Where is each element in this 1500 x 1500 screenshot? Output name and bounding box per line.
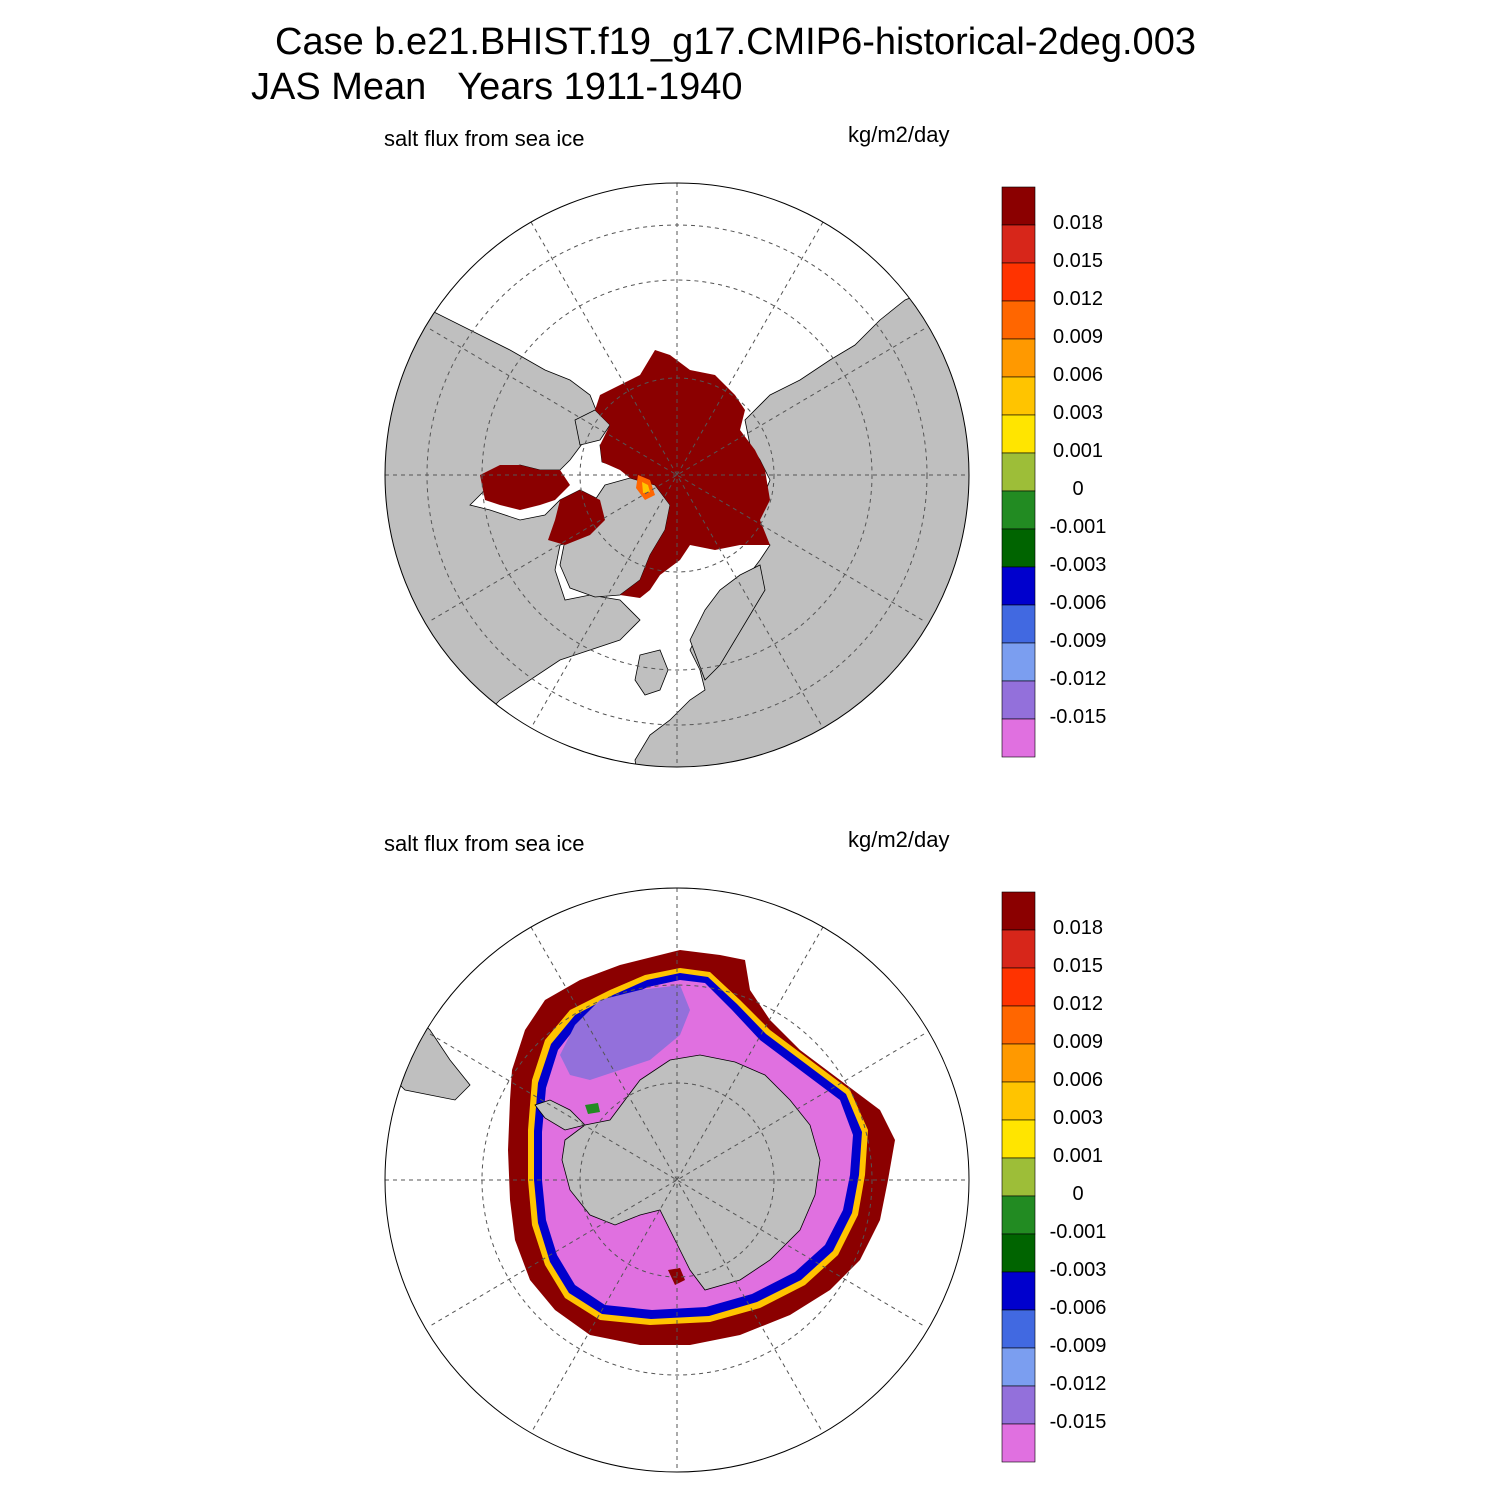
figure-title-case: Case b.e21.BHIST.f19_g17.CMIP6-historica… [275, 21, 1196, 63]
south-colorbar-tick-label: -0.015 [1049, 1411, 1107, 1433]
north-graticule [385, 183, 969, 767]
south-colorbar-tick-label: -0.012 [1049, 1373, 1107, 1395]
south-colorbar-swatch [1001, 1157, 1036, 1197]
south-colorbar-swatch [1001, 1081, 1036, 1121]
south-colorbar-tick-label: 0 [1072, 1183, 1084, 1205]
north-map-border [384, 182, 970, 768]
north-colorbar-tick-label: -0.003 [1049, 554, 1107, 576]
north-colorbar-swatch [1001, 300, 1036, 340]
north-panel-label: salt flux from sea ice [384, 126, 585, 151]
north-colorbar-tick-label: -0.015 [1049, 706, 1107, 728]
south-colorbar-swatch [1001, 1347, 1036, 1387]
north-baffin-ice [548, 490, 605, 545]
north-colorbar-tick-label: 0.006 [1052, 364, 1104, 386]
north-colorbar-swatch [1001, 414, 1036, 454]
south-land-antarctic-peninsula [534, 1099, 586, 1131]
north-sea-ice-flux-positive [595, 350, 770, 598]
south-weddell-sea-region [560, 985, 690, 1080]
figure-title-period: JAS Mean Years 1911-1940 [251, 66, 743, 108]
south-colorbar-swatch [1001, 891, 1036, 931]
north-colorbar-tick-label: 0.015 [1052, 250, 1104, 272]
north-colorbar-swatch [1001, 376, 1036, 416]
south-colorbar-swatch [1001, 1423, 1036, 1463]
north-colorbar-swatch [1001, 452, 1036, 492]
north-colorbar-swatch [1001, 642, 1036, 682]
south-colorbar-swatch [1001, 1119, 1036, 1159]
north-colorbar-swatch [1001, 718, 1036, 758]
south-colorbar-tick-label: 0.006 [1052, 1069, 1104, 1091]
south-colorbar-swatch [1001, 1233, 1036, 1273]
north-colorbar-tick-label: 0.009 [1052, 326, 1104, 348]
north-polar-map [384, 182, 970, 768]
south-colorbar-swatch [1001, 1271, 1036, 1311]
north-colorbar-tick-label: -0.009 [1049, 630, 1107, 652]
north-colorbar-swatch [1001, 528, 1036, 568]
north-colorbar-swatch [1001, 186, 1036, 226]
south-graticule [385, 888, 969, 1472]
north-panel-units: kg/m2/day [848, 122, 950, 147]
south-colorbar-swatch [1001, 1385, 1036, 1425]
north-colorbar-tick-label: 0.012 [1052, 288, 1104, 310]
north-colorbar-swatch [1001, 490, 1036, 530]
north-colorbar-swatch [1001, 262, 1036, 302]
north-colorbar-tick-label: -0.006 [1049, 592, 1107, 614]
south-colorbar-swatch [1001, 1309, 1036, 1349]
north-colorbar-swatch [1001, 604, 1036, 644]
north-flux-hotspot-core [642, 482, 650, 493]
south-map-border [384, 887, 970, 1473]
north-colorbar-tick-label: 0.001 [1052, 440, 1104, 462]
north-colorbar-tick-label: -0.001 [1049, 516, 1107, 538]
north-colorbar-tick-label: 0.003 [1052, 402, 1104, 424]
south-colorbar-tick-label: 0.018 [1052, 917, 1104, 939]
north-colorbar-swatch [1001, 224, 1036, 264]
north-hudson-bay-ice [480, 465, 570, 510]
south-colorbar-swatch [1001, 1195, 1036, 1235]
north-land-scandinavia [689, 564, 766, 681]
north-colorbar-swatch [1001, 680, 1036, 720]
south-colorbar-tick-label: 0.001 [1052, 1145, 1104, 1167]
north-colorbar [1001, 186, 1036, 758]
south-colorbar-tick-label: -0.001 [1049, 1221, 1107, 1243]
north-colorbar-tick-label: 0 [1072, 478, 1084, 500]
north-land-british-isles [634, 649, 669, 696]
north-colorbar-swatch [1001, 566, 1036, 606]
south-colorbar-swatch [1001, 929, 1036, 969]
south-colorbar-tick-label: -0.003 [1049, 1259, 1107, 1281]
south-colorbar-tick-label: 0.003 [1052, 1107, 1104, 1129]
north-colorbar-swatch [1001, 338, 1036, 378]
south-colorbar-swatch [1001, 967, 1036, 1007]
south-panel-units: kg/m2/day [848, 827, 950, 852]
north-colorbar-tick-label: 0.018 [1052, 212, 1104, 234]
north-colorbar-tick-label: -0.012 [1049, 668, 1107, 690]
south-panel-label: salt flux from sea ice [384, 831, 585, 856]
south-colorbar-swatch [1001, 1005, 1036, 1045]
south-polar-map [384, 887, 970, 1473]
south-colorbar-tick-label: -0.006 [1049, 1297, 1107, 1319]
south-colorbar-swatch [1001, 1043, 1036, 1083]
south-colorbar [1001, 891, 1036, 1463]
south-weddell-hotspot [585, 1103, 600, 1114]
south-colorbar-tick-label: 0.012 [1052, 993, 1104, 1015]
south-colorbar-tick-label: -0.009 [1049, 1335, 1107, 1357]
south-colorbar-tick-label: 0.009 [1052, 1031, 1104, 1053]
south-land-antarctica [561, 1054, 821, 1291]
south-colorbar-tick-label: 0.015 [1052, 955, 1104, 977]
